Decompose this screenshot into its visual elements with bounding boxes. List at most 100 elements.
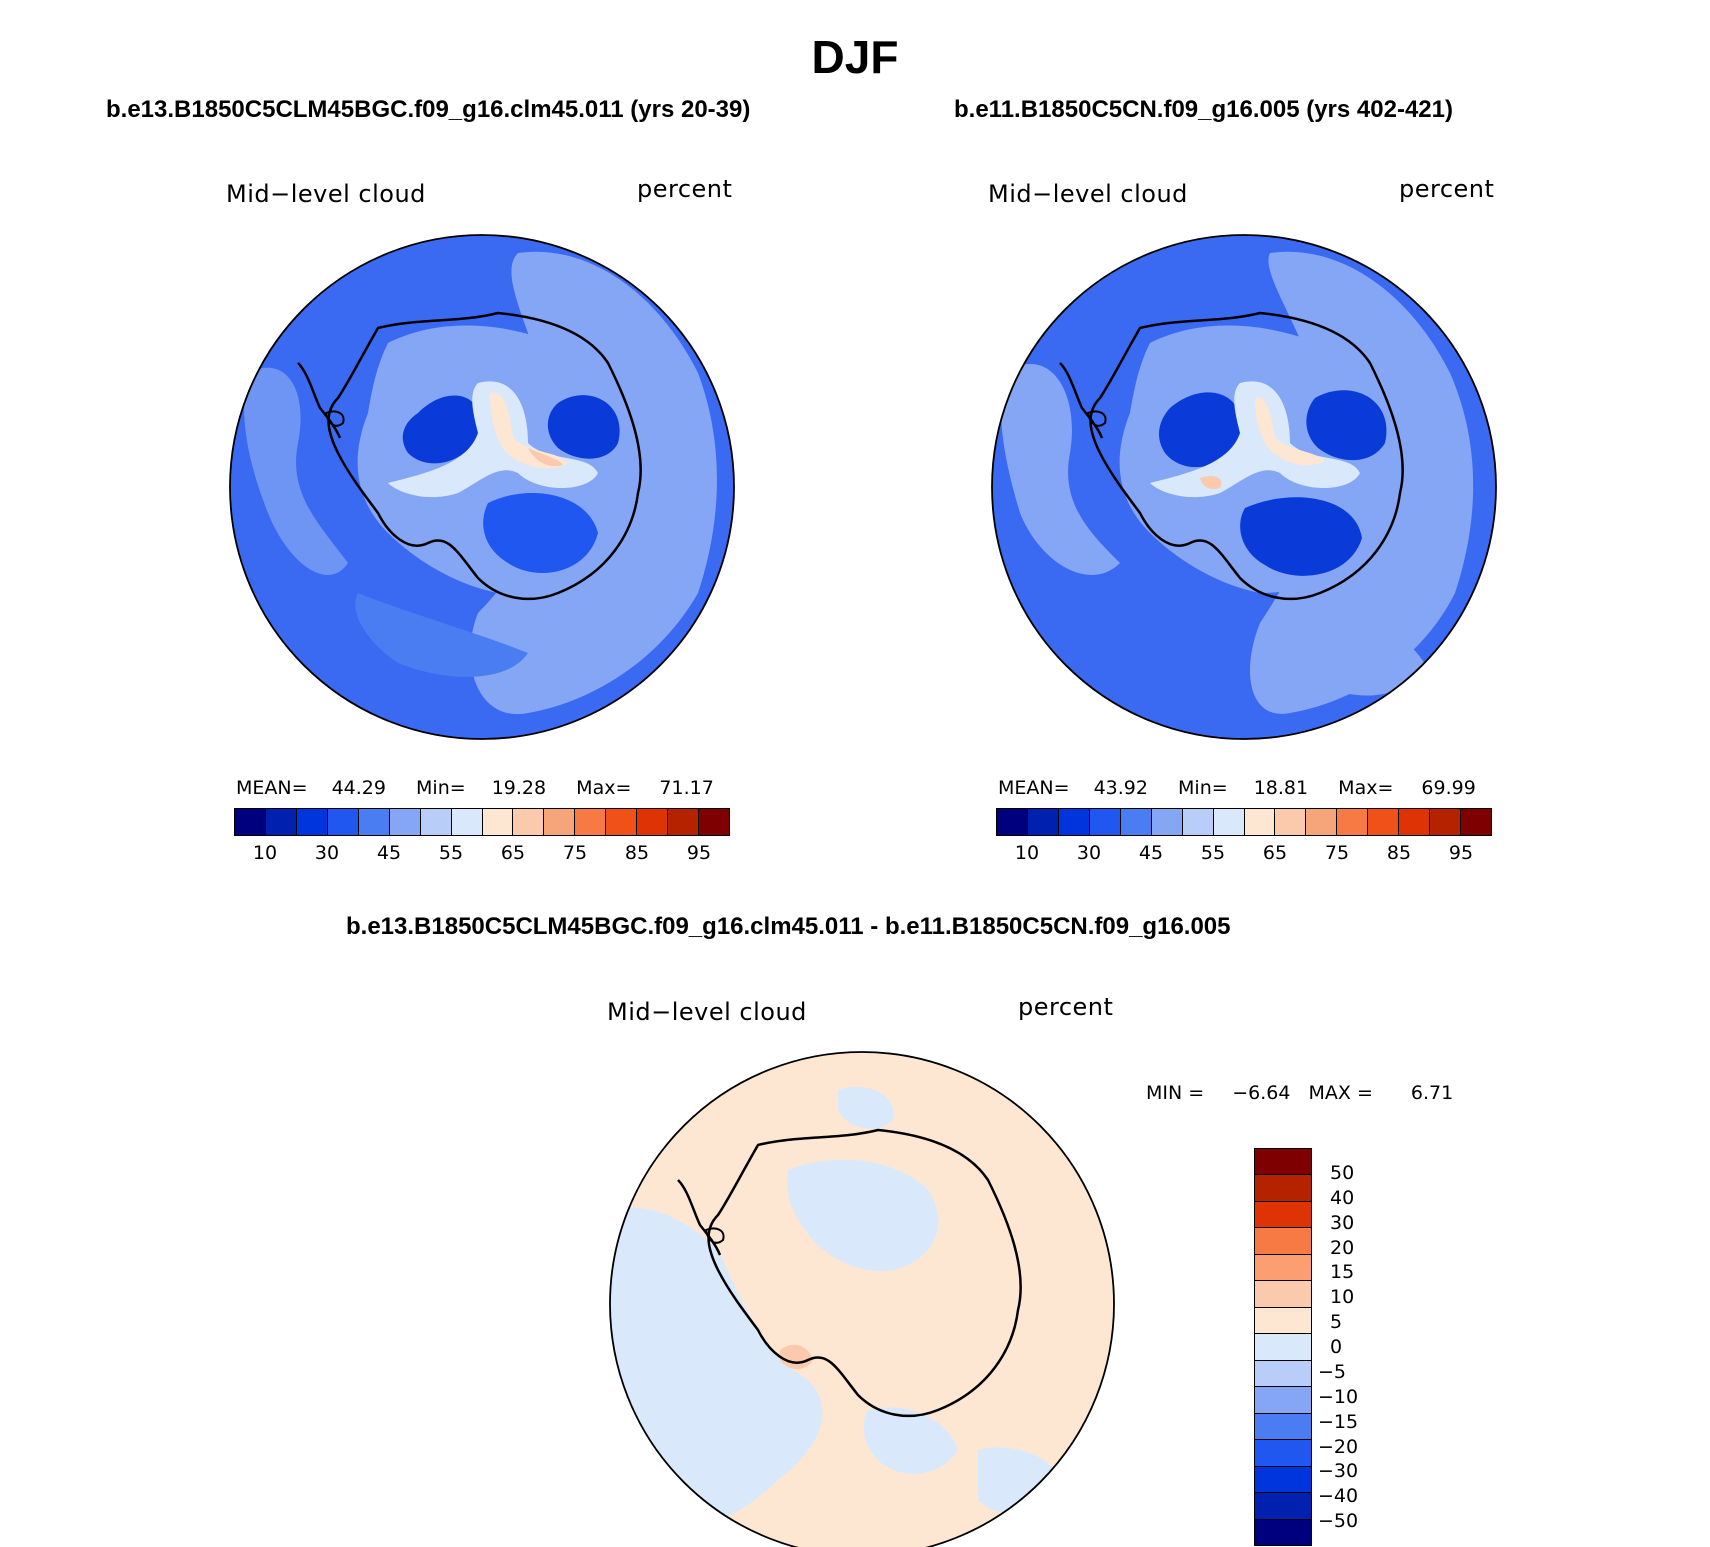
colorbar-tick-label: 55 [1200,842,1226,864]
colorbar-segment [1255,1440,1311,1467]
difference-warm-spot [780,1344,813,1369]
difference-max-label: MAX = [1308,1082,1373,1104]
panel1-mid-ocean-south [355,593,528,677]
colorbar-segment [699,809,729,835]
colorbar-segment [1255,1201,1311,1229]
colorbar-segment [358,809,390,835]
colorbar-tick-label: 10 [1330,1286,1355,1309]
difference-coastline [707,1128,1022,1418]
colorbar-segment [1089,809,1121,835]
panel2-stats: MEAN= 43.92 Min= 18.81 Max= 69.99 [998,777,1476,799]
colorbar-segment [1255,1519,1311,1546]
colorbar-tick-label: −15 [1318,1410,1359,1433]
colorbar-segment [1244,809,1276,835]
colorbar-segment [1255,1413,1311,1441]
panel2-low-cloud-south [1240,497,1362,576]
colorbar-tick-label: −10 [1318,1385,1359,1408]
colorbar-segment [1275,809,1307,835]
panel2-high-ridge [1150,381,1360,498]
panel2-coastline [1089,311,1404,601]
colorbar-segment [1399,809,1431,835]
panel2-variable-label: Mid−level cloud [988,180,1188,208]
colorbar-tick-label: −5 [1318,1360,1347,1383]
panel1-min-label: Min= [416,777,466,799]
panel2-max-value: 69.99 [1421,777,1476,799]
colorbar-segment [1255,1228,1311,1255]
colorbar-tick-label: 50 [1330,1161,1355,1184]
panel1-colorbar-ticks: 10 30 45 55 65 75 85 95 [234,842,730,866]
difference-negative-south [863,1407,958,1474]
colorbar-tick-label: 65 [1262,842,1288,864]
difference-variable-label: Mid−level cloud [607,998,807,1026]
colorbar-tick-label: −50 [1318,1510,1359,1533]
panel1-max-value: 71.17 [659,777,714,799]
colorbar-segment [1337,809,1369,835]
panel2-light-ocean-south [1304,620,1430,696]
panel2-field [992,235,1496,739]
colorbar-segment [1255,1254,1311,1282]
panel1-units-label: percent [637,175,733,203]
colorbar-segment [1255,1149,1311,1176]
colorbar-tick-label: 45 [376,842,402,864]
colorbar-segment [997,809,1028,835]
colorbar-segment [296,809,328,835]
panel2-min-value: 18.81 [1253,777,1309,799]
colorbar-tick-label: 40 [1330,1186,1355,1209]
colorbar-segment [1255,1281,1311,1308]
difference-min-value: −6.64 [1232,1082,1291,1104]
difference-colorbar [1254,1148,1312,1546]
panel1-island-shelf [324,410,345,427]
colorbar-tick-label: 75 [562,842,588,864]
colorbar-segment [1255,1334,1311,1361]
panel1-mean-value: 44.29 [331,777,386,799]
colorbar-segment [513,809,545,835]
colorbar-segment [668,809,700,835]
panel1-warmer-core [528,448,563,467]
panel1-variable-label: Mid−level cloud [226,180,426,208]
panel1-low-cloud-north [547,395,620,459]
panel2-mean-label: MEAN= [998,777,1070,799]
colorbar-segment [451,809,483,835]
panel2-map-border [991,234,1497,740]
difference-negative-west [610,1207,823,1528]
panel1-max-label: Max= [576,777,632,799]
difference-island-shelf [704,1227,725,1244]
colorbar-segment [544,809,576,835]
panel1-colorbar [234,808,730,836]
panel2-island-shelf [1086,410,1107,427]
panel2-colorbar-ticks: 10 30 45 55 65 75 85 95 [996,842,1492,866]
colorbar-tick-label: 30 [1330,1211,1355,1234]
colorbar-segment [420,809,452,835]
panel2-low-cloud-west [1158,392,1242,468]
colorbar-segment [1182,809,1214,835]
difference-min-label: MIN = [1146,1082,1205,1104]
colorbar-segment [1058,809,1090,835]
panel2-colorbar [996,808,1492,836]
colorbar-tick-label: 95 [1448,842,1474,864]
panel2-peninsula-coast [1059,362,1104,439]
panel2-max-label: Max= [1338,777,1394,799]
colorbar-tick-label: 10 [252,842,278,864]
colorbar-tick-label: 10 [1014,842,1040,864]
colorbar-tick-label: −40 [1318,1485,1359,1508]
difference-peninsula-coast [677,1179,722,1256]
colorbar-segment [1461,809,1491,835]
colorbar-tick-label: 30 [314,842,340,864]
panel2-warmer-spot [1200,476,1222,489]
colorbar-segment [1306,809,1338,835]
colorbar-segment [1255,1466,1311,1494]
panel2-case-title: b.e11.B1850C5CN.f09_g16.005 (yrs 402-421… [954,96,1453,123]
colorbar-segment [1213,809,1245,835]
colorbar-tick-label: 85 [624,842,650,864]
colorbar-segment [1255,1387,1311,1414]
colorbar-tick-label: −30 [1318,1460,1359,1483]
panel1-light-ocean-west [244,367,348,575]
panel2-light-ocean-west [1000,364,1120,575]
panel1-mean-label: MEAN= [236,777,308,799]
colorbar-segment [327,809,359,835]
colorbar-tick-label: 30 [1076,842,1102,864]
colorbar-tick-label: −20 [1318,1435,1359,1458]
colorbar-tick-label: 45 [1138,842,1164,864]
panel1-low-cloud-south [483,493,598,573]
colorbar-tick-label: 65 [500,842,526,864]
